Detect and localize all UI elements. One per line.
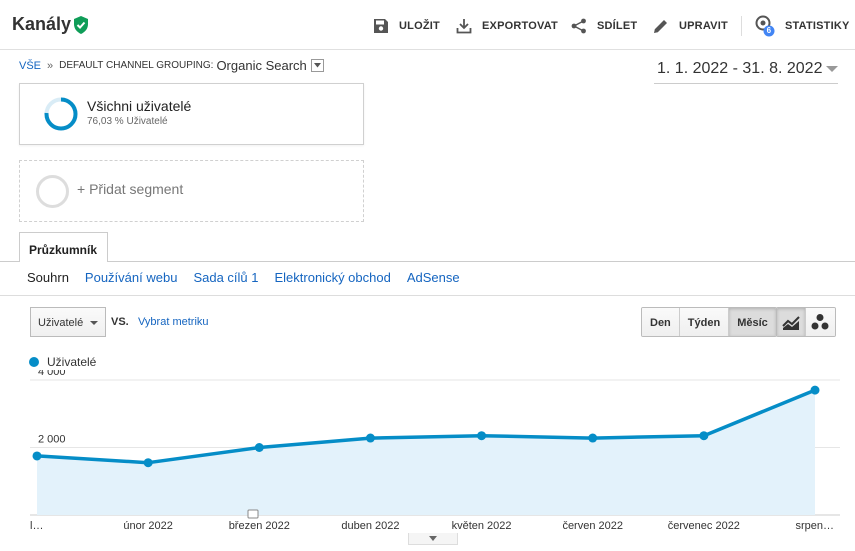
breadcrumb-separator: » — [47, 59, 54, 72]
vs-label: VS. — [111, 316, 129, 328]
chart-expand-handle[interactable] — [408, 533, 458, 545]
segment-name: Všichni uživatelé — [87, 98, 192, 114]
subtab-summary[interactable]: Souhrn — [27, 270, 69, 285]
segment-ring-icon — [44, 97, 78, 131]
add-segment-card[interactable]: + Přidat segment — [19, 160, 364, 222]
export-label: EXPORTOVAT — [482, 20, 558, 32]
data-point — [810, 385, 820, 395]
date-range-picker[interactable]: 1. 1. 2022 - 31. 8. 2022 — [654, 58, 838, 84]
data-point — [143, 458, 153, 468]
report-header: Kanály ULOŽIT EXPORTOVAT SDÍLET UPRAVIT … — [0, 0, 855, 50]
save-label: ULOŽIT — [399, 20, 440, 32]
share-icon — [571, 18, 586, 34]
select-metric-link[interactable]: Vybrat metriku — [138, 316, 209, 328]
series-line — [36, 388, 816, 465]
series-area — [37, 390, 815, 515]
x-tick-label: l… — [30, 520, 43, 532]
data-point — [32, 451, 42, 461]
segment-detail: 76,03 % Uživatelé — [87, 116, 168, 127]
breadcrumb-dropdown-button[interactable] — [310, 59, 324, 72]
tab-divider — [0, 261, 855, 262]
granularity-week-button[interactable]: Týden — [679, 308, 730, 336]
add-segment-label: + Přidat segment — [77, 181, 184, 197]
subtab-ecommerce[interactable]: Elektronický obchod — [274, 270, 391, 285]
save-icon — [374, 19, 388, 33]
x-tick-label: březen 2022 — [229, 520, 290, 532]
subtab-goal-set-1[interactable]: Sada cílů 1 — [193, 270, 259, 285]
date-range-caret-icon — [826, 66, 838, 72]
legend-series-name: Uživatelé — [47, 355, 97, 369]
pencil-icon — [654, 20, 667, 33]
insights-label: STATISTIKY — [785, 20, 850, 32]
segment-card-all-users[interactable]: Všichni uživatelé 76,03 % Uživatelé — [19, 83, 364, 145]
legend-marker — [29, 357, 39, 367]
subtab-bar: Souhrn Používání webu Sada cílů 1 Elektr… — [27, 270, 476, 285]
save-button[interactable]: ULOŽIT — [373, 16, 440, 36]
breadcrumb-dimension: DEFAULT CHANNEL GROUPING: — [59, 60, 214, 71]
x-tick-label: květen 2022 — [452, 520, 512, 532]
line-chart-button[interactable] — [777, 308, 806, 336]
verified-shield-icon — [74, 16, 88, 34]
chart-panel — [0, 295, 855, 551]
toolbar-divider — [741, 16, 742, 36]
metric-select-value: Uživatelé — [38, 317, 84, 329]
chart-legend: Uživatelé — [29, 355, 96, 369]
bubble-chart-icon — [811, 314, 829, 330]
granularity-month-button[interactable]: Měsíc — [729, 308, 776, 336]
share-label: SDÍLET — [597, 20, 638, 32]
breadcrumb-value: Organic Search — [216, 58, 307, 73]
users-line-chart: 2 000 4 000 l… únor 2022 březen 2022 duben 20… — [30, 370, 840, 532]
granularity-toggle: Den Týden Měsíc — [641, 307, 777, 337]
data-point — [254, 443, 264, 452]
date-range-text: 1. 1. 2022 - 31. 8. 2022 — [657, 60, 823, 77]
x-tick-label: srpen… — [795, 520, 834, 532]
subtab-site-usage[interactable]: Používání webu — [84, 270, 178, 285]
y-tick-label: 2 000 — [38, 434, 66, 446]
granularity-day-button[interactable]: Den — [642, 308, 680, 336]
breadcrumb: VŠE » DEFAULT CHANNEL GROUPING: Organic … — [19, 58, 324, 73]
empty-segment-ring-icon — [36, 175, 69, 208]
motion-chart-button[interactable] — [806, 308, 835, 336]
insights-badge: 6 — [766, 26, 772, 35]
metric-select[interactable]: Uživatelé — [30, 307, 106, 337]
x-tick-label: červenec 2022 — [668, 520, 740, 532]
share-button[interactable]: SDÍLET — [571, 16, 637, 36]
insights-button[interactable]: 6 STATISTIKY — [755, 15, 850, 37]
edit-button[interactable]: UPRAVIT — [653, 16, 728, 36]
x-tick-label: únor 2022 — [123, 520, 173, 532]
page-title: Kanály — [12, 14, 72, 34]
download-icon — [456, 19, 472, 34]
data-point — [699, 431, 709, 441]
subtab-adsense[interactable]: AdSense — [406, 270, 460, 285]
breadcrumb-all-link[interactable]: VŠE — [19, 59, 42, 72]
data-point — [588, 433, 598, 443]
annotation-marker-icon — [247, 509, 259, 519]
y-tick-label: 4 000 — [38, 370, 66, 378]
line-chart-icon — [782, 316, 800, 330]
x-tick-label: červen 2022 — [562, 520, 623, 532]
edit-label: UPRAVIT — [679, 20, 728, 32]
insights-icon — [755, 15, 775, 37]
x-tick-label: duben 2022 — [341, 520, 399, 532]
data-point — [365, 433, 375, 443]
chevron-down-icon — [313, 63, 321, 68]
export-button[interactable]: EXPORTOVAT — [456, 16, 558, 36]
chevron-down-icon — [90, 321, 98, 325]
data-point — [477, 431, 487, 441]
tab-explorer[interactable]: Průzkumník — [19, 232, 108, 262]
chart-type-toggle — [776, 307, 836, 337]
